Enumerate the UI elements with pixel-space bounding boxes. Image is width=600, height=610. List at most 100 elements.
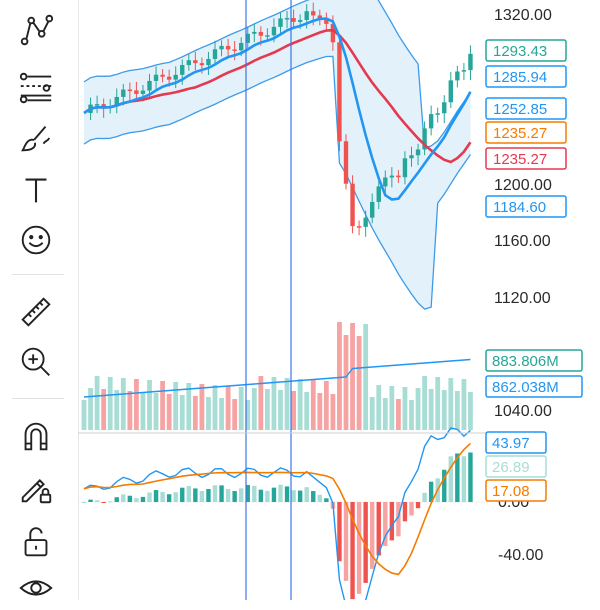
- histogram-bar: [271, 487, 277, 502]
- oscillator-tag: 43.97: [485, 431, 547, 454]
- smiley-icon[interactable]: [14, 218, 58, 262]
- price-tag-text: 1235.27: [493, 151, 547, 168]
- histogram-bar: [389, 502, 395, 541]
- price-tag: 1293.43: [485, 39, 567, 62]
- histogram-bar: [193, 488, 198, 502]
- volume-bar: [441, 390, 447, 430]
- chart-area[interactable]: 1320.00 1200.00 1160.00 1120.00 1040.00 …: [78, 0, 600, 600]
- trend-line-icon[interactable]: [14, 8, 58, 52]
- volume-bar: [114, 390, 120, 430]
- histogram-bar: [88, 499, 93, 502]
- volume-bar: [265, 389, 270, 430]
- oscillator-tag-text: 17.08: [492, 483, 530, 500]
- candle-body: [383, 177, 388, 187]
- volume-bar: [81, 400, 87, 430]
- unlock-icon[interactable]: [14, 520, 58, 564]
- volume-bar: [127, 391, 133, 430]
- volume-bar: [389, 386, 395, 430]
- candle-body: [147, 80, 152, 91]
- histogram-bar: [284, 486, 290, 502]
- volume-bar: [179, 395, 185, 430]
- toolbar-divider: [12, 274, 64, 275]
- candle-body: [337, 42, 342, 142]
- volume-bar: [297, 379, 303, 430]
- text-icon[interactable]: [14, 168, 58, 212]
- candle-body: [422, 128, 427, 150]
- volume-bar: [291, 391, 296, 430]
- histogram-bar: [232, 491, 237, 502]
- histogram-bar: [245, 484, 250, 502]
- candle-body: [140, 90, 146, 94]
- volume-bar: [415, 388, 421, 430]
- histogram-bar: [121, 494, 126, 502]
- histogram-bar: [350, 502, 355, 600]
- histogram-bar: [199, 491, 205, 502]
- price-tag: 1252.85: [485, 97, 567, 120]
- y-tick-label: -40.00: [498, 547, 543, 564]
- candle-body: [225, 45, 231, 50]
- histogram-bar: [317, 494, 322, 502]
- histogram-bar: [239, 488, 244, 502]
- pencil-lock-icon[interactable]: [14, 466, 58, 510]
- histogram-bar: [180, 487, 185, 502]
- histogram-bar: [428, 481, 434, 502]
- volume-bar: [219, 398, 224, 430]
- candle-body: [317, 15, 322, 20]
- histogram-bar: [108, 501, 113, 503]
- eye-icon[interactable]: [14, 566, 58, 610]
- y-tick-label: 1200.00: [494, 177, 552, 194]
- candle-body: [101, 104, 106, 108]
- histogram-bar: [422, 492, 427, 502]
- volume-bar: [186, 383, 192, 430]
- zoom-in-icon[interactable]: [14, 340, 58, 384]
- y-tick-label: 1040.00: [494, 403, 552, 420]
- volume-bar: [435, 377, 441, 430]
- volume-bar: [422, 376, 427, 430]
- oscillator-slow-line: [83, 442, 471, 576]
- volume-bar: [173, 382, 179, 430]
- histogram-bar: [409, 502, 414, 516]
- histogram-bar: [297, 490, 303, 502]
- candle-body: [291, 18, 296, 22]
- histogram-bar: [173, 492, 178, 502]
- candle-body: [173, 74, 178, 80]
- candle-body: [258, 31, 264, 36]
- volume-bar: [428, 389, 434, 430]
- volume-bar: [232, 399, 238, 430]
- candle-body: [160, 74, 165, 77]
- oscillator-pane: [78, 427, 488, 600]
- ruler-icon[interactable]: [14, 290, 58, 334]
- candle-body: [409, 155, 414, 159]
- candle-body: [186, 60, 191, 66]
- candle-body: [193, 60, 198, 64]
- volume-bar: [140, 392, 146, 430]
- histogram-bar: [415, 502, 421, 509]
- candle-body: [245, 33, 250, 43]
- bollinger-lower-line: [83, 55, 471, 310]
- oscillator-tag-text: 43.97: [492, 435, 530, 452]
- volume-bar: [271, 377, 277, 430]
- histogram-bar: [278, 484, 283, 502]
- chart-canvas[interactable]: 1320.00 1200.00 1160.00 1120.00 1040.00 …: [78, 0, 600, 600]
- candle-body: [278, 18, 283, 27]
- magnet-icon[interactable]: [14, 414, 58, 458]
- fib-retracement-icon[interactable]: [14, 66, 58, 110]
- volume-bar: [376, 385, 382, 430]
- candle-body: [239, 42, 244, 51]
- volume-bar: [147, 380, 152, 430]
- candle-body: [415, 149, 421, 156]
- volume-bar: [330, 394, 336, 430]
- histogram-bar: [396, 502, 401, 537]
- volume-tag-text: 883.806M: [492, 353, 559, 370]
- volume-bar: [461, 379, 467, 430]
- histogram-bar: [258, 489, 264, 502]
- candle-body: [442, 102, 447, 114]
- brush-icon[interactable]: [14, 116, 58, 160]
- volume-bar: [396, 399, 401, 430]
- histogram-bar: [442, 469, 447, 502]
- volume-bar: [323, 381, 329, 430]
- volume-tag-text: 862.038M: [492, 379, 559, 396]
- bollinger-band: [83, 0, 471, 310]
- histogram-bar: [337, 502, 342, 562]
- histogram-bar: [140, 496, 146, 502]
